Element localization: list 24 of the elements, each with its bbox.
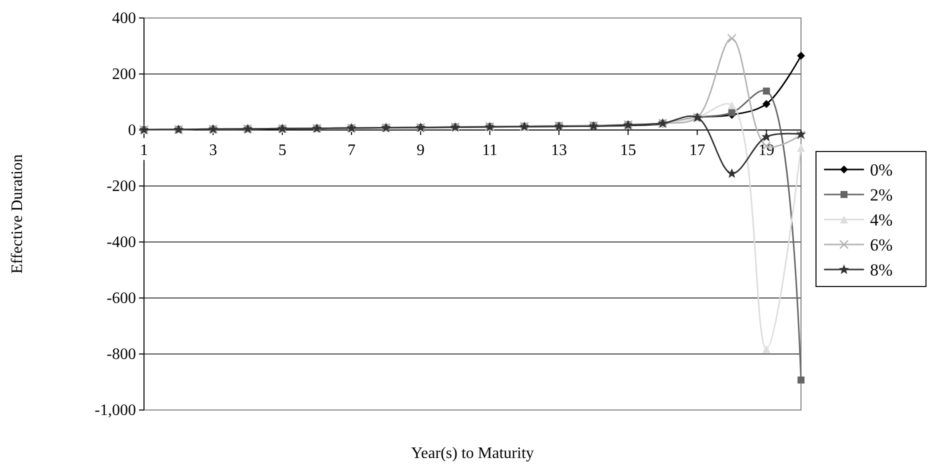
x-tick-label: 7: [347, 142, 356, 159]
x-tick-label: 9: [416, 142, 425, 159]
y-tick-label: -400: [106, 234, 136, 251]
legend-label: 4%: [870, 210, 893, 230]
x-tick-label: 15: [620, 142, 636, 159]
y-axis-title: Effective Duration: [9, 154, 26, 274]
x-tick-label: 5: [278, 142, 286, 159]
legend-label: 2%: [870, 186, 893, 204]
y-tick-label: 200: [112, 66, 136, 83]
x-axis-title: Year(s) to Maturity: [411, 445, 534, 462]
x-tick-label: 13: [550, 142, 567, 159]
y-tick-label: -800: [106, 346, 136, 363]
y-tick-label: -200: [106, 178, 136, 195]
y-tick-label: 0: [128, 122, 136, 139]
legend-label: 6%: [870, 236, 893, 254]
x-tick-label: 11: [482, 142, 498, 159]
x-tick-label: 3: [209, 142, 218, 159]
legend-label: 8%: [870, 260, 893, 280]
legend-label: 0%: [870, 160, 893, 180]
x-tick-label: 17: [689, 142, 706, 159]
y-tick-label: -1,000: [94, 402, 136, 419]
y-tick-label: -600: [106, 290, 136, 307]
x-tick-label: 1: [140, 142, 148, 159]
y-tick-label: 400: [112, 10, 136, 27]
